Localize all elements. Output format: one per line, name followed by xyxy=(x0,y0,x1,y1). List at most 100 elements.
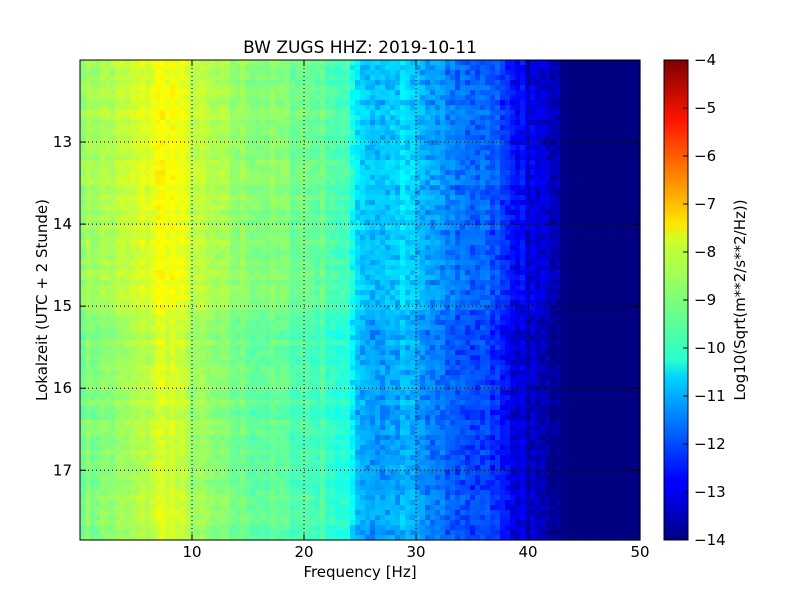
heatmap-cell xyxy=(620,175,626,181)
heatmap-cell xyxy=(625,240,631,246)
heatmap-cell xyxy=(90,175,96,181)
heatmap-cell xyxy=(180,190,186,196)
heatmap-cell xyxy=(205,120,211,126)
heatmap-cell xyxy=(105,255,111,261)
heatmap-cell xyxy=(215,215,221,221)
heatmap-cell xyxy=(480,130,486,136)
heatmap-cell xyxy=(140,150,146,156)
heatmap-cell xyxy=(520,105,526,111)
heatmap-cell xyxy=(530,245,536,251)
heatmap-cell xyxy=(105,80,111,86)
heatmap-cell xyxy=(285,85,291,91)
heatmap-cell xyxy=(175,280,181,286)
heatmap-cell xyxy=(190,205,196,211)
heatmap-cell xyxy=(350,200,356,206)
heatmap-cell xyxy=(320,180,326,186)
heatmap-cell xyxy=(345,240,351,246)
heatmap-cell xyxy=(445,170,451,176)
heatmap-cell xyxy=(80,65,86,71)
heatmap-cell xyxy=(470,130,476,136)
heatmap-cell xyxy=(390,230,396,236)
heatmap-cell xyxy=(355,95,361,101)
heatmap-cell xyxy=(395,235,401,241)
heatmap-cell xyxy=(205,140,211,146)
heatmap-cell xyxy=(435,170,441,176)
heatmap-cell xyxy=(435,105,441,111)
heatmap-cell xyxy=(625,235,631,241)
heatmap-cell xyxy=(320,185,326,191)
heatmap-cell xyxy=(415,145,421,151)
heatmap-cell xyxy=(130,220,136,226)
heatmap-cell xyxy=(615,115,621,121)
heatmap-cell xyxy=(225,200,231,206)
heatmap-cell xyxy=(570,60,576,66)
heatmap-cell xyxy=(190,270,196,276)
heatmap-cell xyxy=(520,185,526,191)
heatmap-cell xyxy=(620,205,626,211)
heatmap-cell xyxy=(100,60,106,66)
heatmap-cell xyxy=(210,80,216,86)
heatmap-cell xyxy=(460,145,466,151)
heatmap-cell xyxy=(595,65,601,71)
heatmap-cell xyxy=(385,215,391,221)
heatmap-cell xyxy=(235,240,241,246)
heatmap-cell xyxy=(635,110,641,116)
heatmap-cell xyxy=(90,250,96,256)
heatmap-cell xyxy=(155,250,161,256)
heatmap-cell xyxy=(205,180,211,186)
heatmap-cell xyxy=(605,125,611,131)
heatmap-cell xyxy=(455,125,461,131)
heatmap-cell xyxy=(110,220,116,226)
heatmap-cell xyxy=(440,265,446,271)
heatmap-cell xyxy=(610,220,616,226)
heatmap-cell xyxy=(375,210,381,216)
heatmap-cell xyxy=(190,80,196,86)
heatmap-cell xyxy=(95,245,101,251)
heatmap-cell xyxy=(150,150,156,156)
heatmap-cell xyxy=(530,160,536,166)
heatmap-cell xyxy=(600,130,606,136)
heatmap-cell xyxy=(455,110,461,116)
heatmap-cell xyxy=(90,265,96,271)
heatmap-cell xyxy=(440,145,446,151)
heatmap-cell xyxy=(625,150,631,156)
heatmap-cell xyxy=(320,230,326,236)
heatmap-cell xyxy=(570,200,576,206)
heatmap-cell xyxy=(410,220,416,226)
heatmap-cell xyxy=(185,205,191,211)
heatmap-cell xyxy=(215,190,221,196)
heatmap-cell xyxy=(200,110,206,116)
heatmap-cell xyxy=(215,130,221,136)
heatmap-cell xyxy=(200,85,206,91)
heatmap-cell xyxy=(240,170,246,176)
heatmap-cell xyxy=(300,230,306,236)
heatmap-cell xyxy=(570,190,576,196)
heatmap-cell xyxy=(445,185,451,191)
heatmap-cell xyxy=(80,125,86,131)
heatmap-cell xyxy=(580,260,586,266)
heatmap-cell xyxy=(600,60,606,66)
heatmap-cell xyxy=(80,160,86,166)
heatmap-cell xyxy=(115,200,121,206)
heatmap-cell xyxy=(400,65,406,71)
heatmap-cell xyxy=(235,215,241,221)
heatmap-cell xyxy=(165,170,171,176)
heatmap-cell xyxy=(195,90,201,96)
heatmap-cell xyxy=(225,145,231,151)
heatmap-cell xyxy=(600,270,606,276)
heatmap-cell xyxy=(595,110,601,116)
heatmap-cell xyxy=(95,195,101,201)
heatmap-cell xyxy=(205,270,211,276)
heatmap-cell xyxy=(530,75,536,81)
heatmap-cell xyxy=(360,170,366,176)
heatmap-cell xyxy=(165,130,171,136)
heatmap-cell xyxy=(365,95,371,101)
heatmap-cell xyxy=(200,225,206,231)
heatmap-cell xyxy=(160,95,166,101)
heatmap-cell xyxy=(380,215,386,221)
heatmap-cell xyxy=(380,195,386,201)
heatmap-cell xyxy=(180,185,186,191)
heatmap-cell xyxy=(335,135,341,141)
heatmap-cell xyxy=(210,185,216,191)
heatmap-cell xyxy=(350,75,356,81)
